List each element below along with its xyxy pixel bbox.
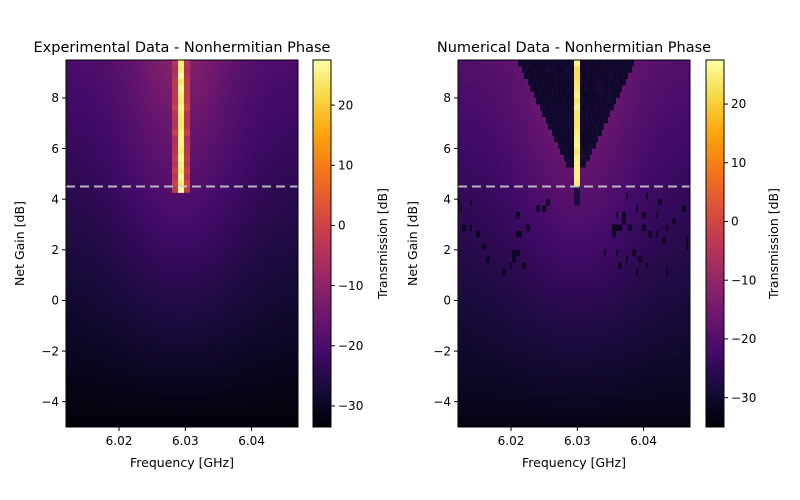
experimental-title: Experimental Data - Nonhermitian Phase [34, 40, 331, 56]
experimental-heatmap [66, 60, 299, 428]
